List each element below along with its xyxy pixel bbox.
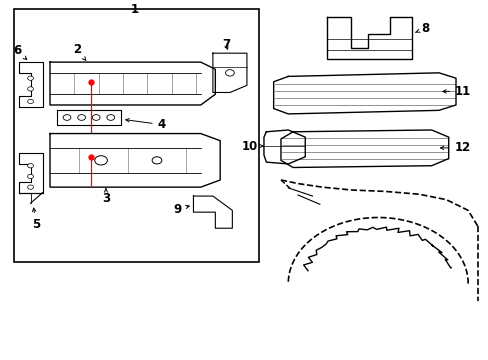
Text: 3: 3 bbox=[102, 189, 110, 205]
Circle shape bbox=[28, 174, 33, 179]
Text: 4: 4 bbox=[125, 118, 165, 131]
Text: 5: 5 bbox=[32, 208, 41, 231]
Circle shape bbox=[28, 185, 33, 189]
Text: 2: 2 bbox=[73, 43, 85, 60]
Circle shape bbox=[107, 114, 115, 120]
Circle shape bbox=[92, 114, 100, 120]
Circle shape bbox=[63, 114, 71, 120]
Circle shape bbox=[95, 156, 107, 165]
Circle shape bbox=[78, 114, 85, 120]
Circle shape bbox=[28, 163, 33, 168]
Text: 7: 7 bbox=[222, 39, 230, 51]
Circle shape bbox=[28, 76, 33, 80]
Circle shape bbox=[152, 157, 162, 164]
Circle shape bbox=[28, 99, 33, 104]
Text: 10: 10 bbox=[241, 140, 263, 153]
Circle shape bbox=[225, 69, 234, 76]
Text: 6: 6 bbox=[13, 44, 27, 59]
Text: 12: 12 bbox=[440, 141, 469, 154]
Text: 9: 9 bbox=[173, 203, 189, 216]
Text: 11: 11 bbox=[442, 85, 470, 98]
Text: 8: 8 bbox=[415, 22, 428, 35]
Bar bbox=[14, 9, 259, 262]
Text: 1: 1 bbox=[131, 3, 139, 16]
Circle shape bbox=[28, 87, 33, 91]
